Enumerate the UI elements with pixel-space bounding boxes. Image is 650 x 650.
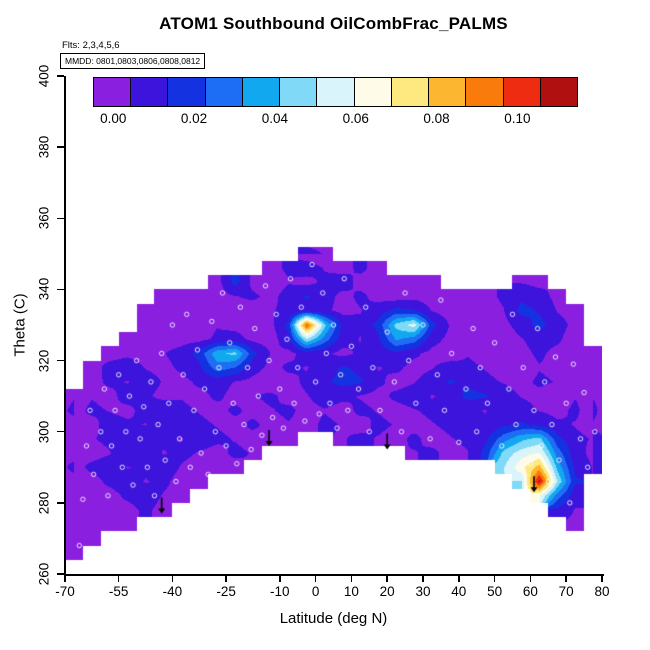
y-tick-mark xyxy=(57,430,64,433)
x-tick-label: -70 xyxy=(55,584,75,599)
x-tick-mark xyxy=(493,575,496,582)
x-tick-mark xyxy=(601,575,603,582)
x-tick-mark xyxy=(225,575,227,582)
x-tick-mark xyxy=(529,575,532,582)
x-tick-mark xyxy=(386,575,388,582)
y-tick-mark xyxy=(57,217,64,220)
x-tick-label: 20 xyxy=(379,584,395,599)
x-tick-label: 60 xyxy=(522,584,538,599)
y-tick-mark xyxy=(57,359,64,362)
y-tick-label: 280 xyxy=(36,491,52,515)
chart-title: ATOM1 Southbound OilCombFrac_PALMS xyxy=(159,14,508,33)
x-tick-label: -40 xyxy=(162,584,183,599)
y-tick-label: 340 xyxy=(36,278,52,301)
x-tick-mark xyxy=(279,575,281,582)
x-tick-mark xyxy=(314,575,317,582)
y-tick-mark xyxy=(57,502,64,504)
x-tick-label: -55 xyxy=(108,584,129,599)
x-tick-mark xyxy=(64,575,66,582)
y-tick-mark xyxy=(57,288,64,291)
y-tick-label: 380 xyxy=(36,135,52,159)
x-tick-label: 10 xyxy=(343,584,359,599)
y-tick-mark xyxy=(57,146,64,148)
y-tick-mark xyxy=(57,573,64,575)
x-tick-mark xyxy=(350,575,353,582)
y-tick-label: 320 xyxy=(36,349,52,372)
x-axis-title: Latitude (deg N) xyxy=(279,610,388,627)
y-tick-mark xyxy=(57,75,64,77)
y-tick-label: 260 xyxy=(36,562,52,586)
x-axis-line xyxy=(64,574,604,576)
y-tick-label: 400 xyxy=(36,64,52,88)
x-tick-label: 70 xyxy=(558,584,574,599)
x-tick-mark xyxy=(458,575,460,582)
heatmap-canvas xyxy=(65,76,602,574)
x-tick-mark xyxy=(117,575,120,582)
mmdd-legend-box: MMDD: 0801,0803,0806,0808,0812 xyxy=(60,53,206,69)
x-tick-mark xyxy=(565,575,567,582)
x-tick-label: 40 xyxy=(451,584,467,599)
mmdd-legend-text: MMDD: 0801,0803,0806,0808,0812 xyxy=(65,56,201,66)
x-tick-label: 80 xyxy=(594,584,610,599)
x-tick-label: -10 xyxy=(270,584,290,599)
x-tick-label: 50 xyxy=(487,584,503,599)
x-tick-mark xyxy=(422,575,424,582)
y-tick-label: 300 xyxy=(36,420,52,443)
x-tick-label: 30 xyxy=(415,584,431,599)
x-tick-label: 0 xyxy=(311,584,320,599)
x-tick-mark xyxy=(171,575,174,582)
x-tick-label: -25 xyxy=(216,584,236,599)
y-tick-label: 360 xyxy=(36,207,52,230)
y-axis-line xyxy=(64,76,66,575)
y-axis-title: Theta (C) xyxy=(11,293,29,357)
flights-annotation: Flts: 2,3,4,5,6 xyxy=(62,40,120,51)
